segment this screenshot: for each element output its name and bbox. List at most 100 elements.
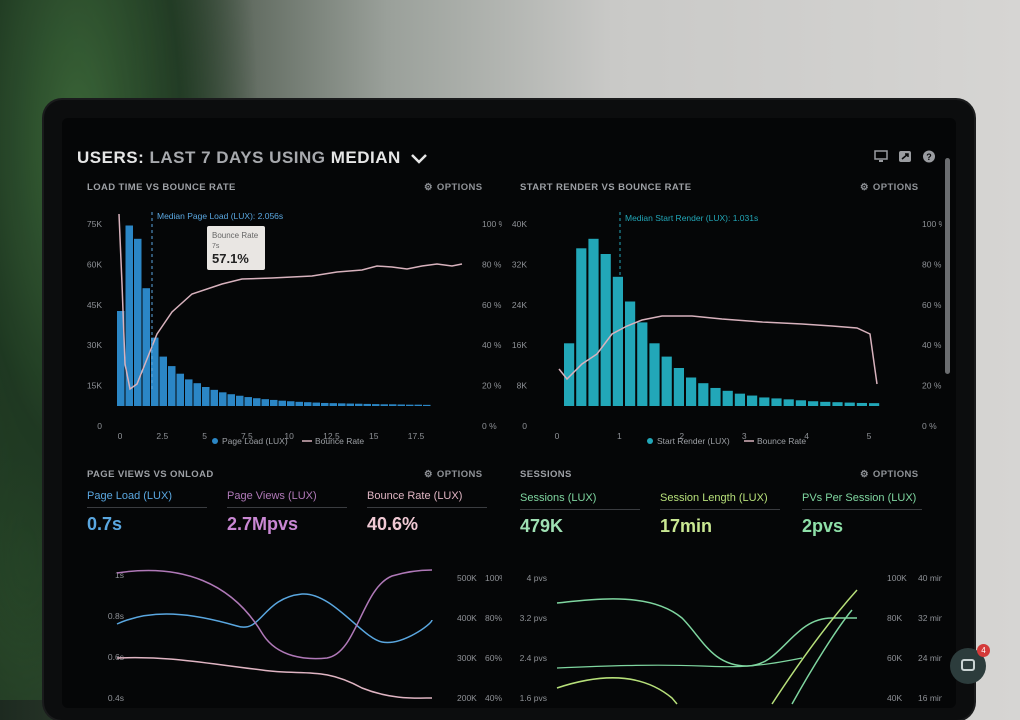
bar bbox=[270, 399, 278, 406]
panel-title: START RENDER VS BOUNCE RATE bbox=[520, 182, 692, 193]
metric-value: 2pvs bbox=[802, 516, 844, 536]
bar bbox=[312, 402, 320, 406]
legend: Page Load (LUX) Bounce Rate bbox=[212, 436, 364, 446]
right-tick-label: 40 % bbox=[482, 340, 502, 350]
share-icon[interactable] bbox=[898, 150, 912, 163]
bar bbox=[820, 401, 831, 406]
bar bbox=[698, 383, 709, 406]
bar bbox=[338, 403, 346, 406]
bar bbox=[134, 238, 142, 406]
legend-bounce-rate: Bounce Rate bbox=[757, 436, 806, 446]
right-tick-label: 16 min bbox=[918, 693, 942, 703]
right-tick-label: 80 % bbox=[922, 259, 942, 269]
bar bbox=[244, 397, 252, 406]
laptop-frame: USERS: LAST 7 DAYS USING MEDIAN ? LOAD T… bbox=[44, 100, 974, 720]
left-tick-label: 75K bbox=[87, 219, 102, 229]
x-tick-label: 0 bbox=[118, 431, 123, 441]
chevron-down-icon[interactable] bbox=[410, 153, 428, 165]
options-button[interactable]: ⚙ OPTIONS bbox=[860, 182, 918, 193]
bar bbox=[686, 377, 697, 406]
svg-text:?: ? bbox=[926, 152, 932, 162]
session-length-line bbox=[556, 677, 678, 705]
left-tick-label: 1.6 pvs bbox=[520, 693, 547, 703]
monitor-icon[interactable] bbox=[874, 150, 888, 163]
right-tick-label: 60% bbox=[485, 653, 502, 663]
metric-label: Page Views (LUX) bbox=[227, 490, 317, 502]
bar bbox=[734, 393, 745, 406]
mid-tick-label: 60K bbox=[887, 653, 902, 663]
metric-session-length[interactable]: Session Length (LUX) 17min bbox=[660, 492, 780, 537]
page-views-chart: 1s 0.8s 0.6s 0.4s 500K 400K 300K 200K 100% 80% 60%… bbox=[108, 569, 502, 703]
bar bbox=[844, 402, 855, 406]
right-tick-label: 0 % bbox=[482, 421, 497, 431]
bar bbox=[159, 356, 167, 406]
right-tick-label: 24 min bbox=[918, 653, 942, 663]
metric-pvs-per-session[interactable]: PVs Per Session (LUX) 2pvs bbox=[802, 492, 922, 537]
bar bbox=[363, 403, 371, 406]
x-tick-label: 5 bbox=[867, 431, 872, 441]
title-mid: USING bbox=[263, 148, 331, 167]
page-load-line bbox=[116, 593, 433, 644]
bar bbox=[380, 404, 388, 406]
left-tick-label: 0.6s bbox=[108, 652, 124, 662]
top-toolbar: ? bbox=[874, 150, 936, 163]
bar bbox=[253, 398, 261, 406]
left-tick-label: 3.2 pvs bbox=[520, 613, 547, 623]
bar bbox=[168, 366, 176, 406]
x-axis-ticks: 0 2.5 5 7.5 10 12.5 15 17.5 bbox=[118, 431, 425, 441]
metric-label: Sessions (LUX) bbox=[520, 492, 597, 504]
bar bbox=[278, 400, 286, 406]
x-tick-label: 10 bbox=[284, 431, 294, 441]
mid-tick-label: 200K bbox=[457, 693, 477, 703]
left-axis-ticks: 75K 60K 45K 30K 15K 0 bbox=[87, 219, 102, 431]
metric-bounce-rate[interactable]: Bounce Rate (LUX) 40.6% bbox=[367, 490, 487, 535]
bounce-rate-line bbox=[558, 315, 878, 385]
bar bbox=[783, 399, 794, 406]
bar bbox=[637, 322, 648, 406]
left-tick-label: 2.4 pvs bbox=[520, 653, 547, 663]
bar bbox=[142, 288, 150, 406]
start-render-panel: START RENDER VS BOUNCE RATE ⚙ OPTIONS 40K… bbox=[502, 176, 942, 456]
bar bbox=[759, 397, 770, 406]
metric-value: 2.7Mpvs bbox=[227, 514, 299, 534]
title-prefix: USERS: bbox=[77, 148, 150, 167]
options-button[interactable]: ⚙ OPTIONS bbox=[424, 182, 482, 193]
legend-bounce-rate: Bounce Rate bbox=[315, 436, 364, 446]
page-title[interactable]: USERS: LAST 7 DAYS USING MEDIAN bbox=[77, 148, 428, 168]
left-tick-label: 0.4s bbox=[108, 693, 124, 703]
options-button[interactable]: ⚙ OPTIONS bbox=[860, 469, 918, 480]
panel-title: SESSIONS bbox=[520, 469, 572, 480]
right-tick-label: 80% bbox=[485, 613, 502, 623]
metric-page-views[interactable]: Page Views (LUX) 2.7Mpvs bbox=[227, 490, 347, 535]
left-tick-label: 4 pvs bbox=[527, 573, 547, 583]
left-tick-label: 0 bbox=[97, 421, 102, 431]
options-label: OPTIONS bbox=[872, 469, 919, 480]
bar bbox=[321, 402, 329, 406]
pvs-line bbox=[791, 609, 853, 705]
axis-ticks: 1s 0.8s 0.6s 0.4s 500K 400K 300K 200K 100% 80% 60%… bbox=[108, 570, 502, 703]
left-tick-label: 24K bbox=[512, 300, 527, 310]
help-icon[interactable]: ? bbox=[922, 150, 936, 163]
x-tick-label: 2.5 bbox=[156, 431, 168, 441]
notification-badge: 4 bbox=[977, 644, 990, 657]
panel-title: LOAD TIME VS BOUNCE RATE bbox=[87, 182, 236, 193]
chat-icon bbox=[961, 659, 975, 671]
session-length-line-2 bbox=[771, 589, 858, 705]
chat-button[interactable]: 4 bbox=[950, 644, 990, 684]
left-tick-label: 1s bbox=[115, 570, 124, 580]
right-tick-label: 100 % bbox=[922, 219, 942, 229]
bar bbox=[117, 311, 125, 406]
options-button[interactable]: ⚙ OPTIONS bbox=[424, 469, 482, 480]
x-tick-label: 12.5 bbox=[323, 431, 340, 441]
dashboard-screen: USERS: LAST 7 DAYS USING MEDIAN ? LOAD T… bbox=[62, 118, 956, 708]
metric-sessions[interactable]: Sessions (LUX) 479K bbox=[520, 492, 640, 537]
bar bbox=[414, 404, 422, 406]
left-tick-label: 60K bbox=[87, 259, 102, 269]
metric-page-load[interactable]: Page Load (LUX) 0.7s bbox=[87, 490, 207, 535]
right-tick-label: 80 % bbox=[482, 259, 502, 269]
tooltip-value: 57.1% bbox=[212, 251, 249, 266]
x-tick-label: 0 bbox=[555, 431, 560, 441]
scrollbar[interactable] bbox=[945, 158, 950, 374]
bar bbox=[564, 343, 575, 406]
options-label: OPTIONS bbox=[436, 182, 483, 193]
